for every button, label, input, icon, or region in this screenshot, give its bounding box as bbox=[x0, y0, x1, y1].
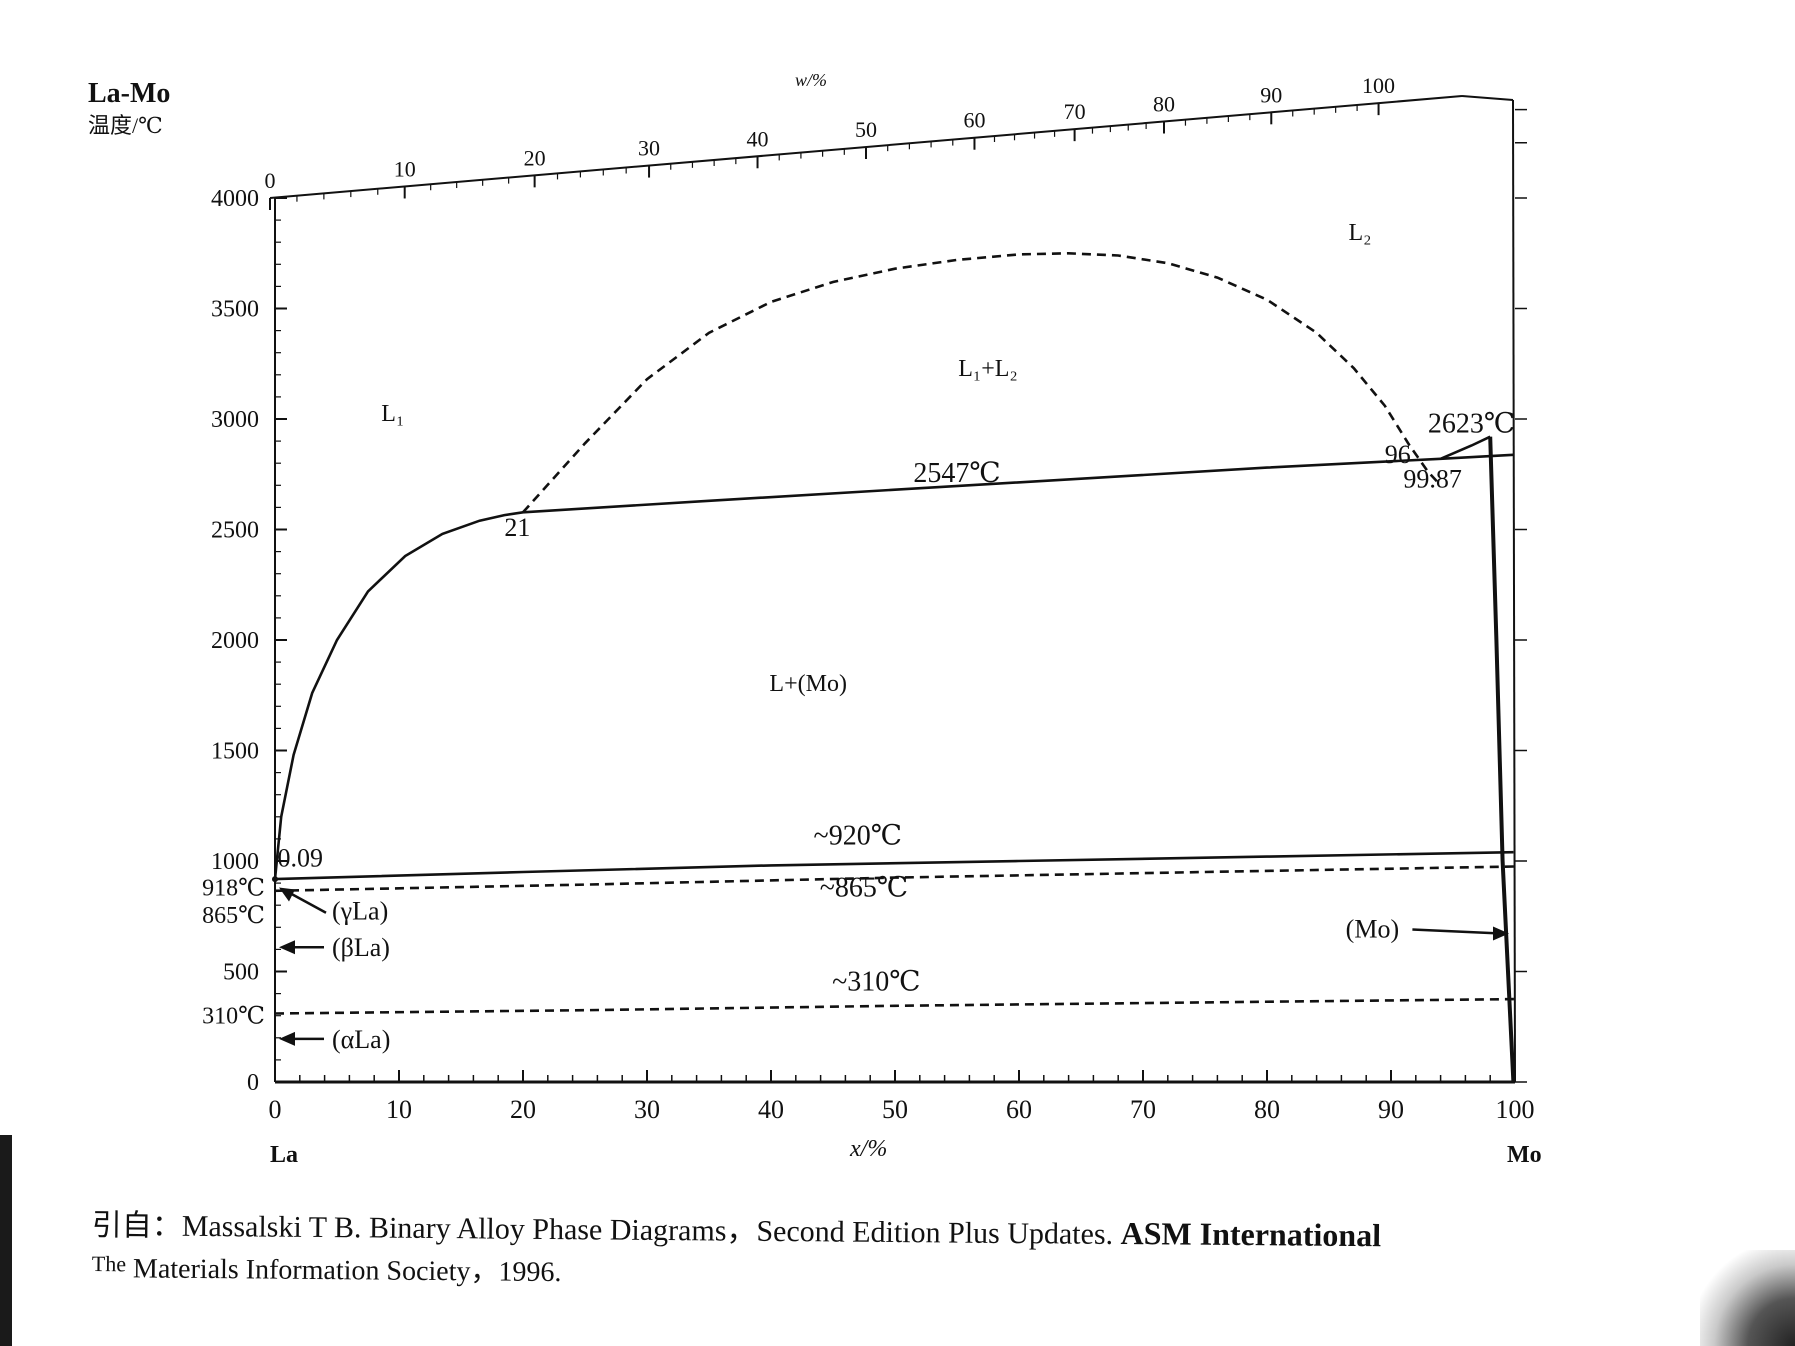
phase-arrow-line bbox=[286, 890, 327, 914]
left-axis-temp-label: 310℃ bbox=[202, 1004, 265, 1030]
y-axis-label: 温度/℃ bbox=[88, 113, 163, 138]
right-element-label: Mo bbox=[1507, 1142, 1542, 1168]
y-tick-label: 2500 bbox=[211, 518, 259, 544]
top-tick-label: 40 bbox=[747, 126, 769, 151]
top-tick-label: 10 bbox=[394, 156, 416, 181]
phase-arrow-label: (Mo) bbox=[1346, 915, 1399, 944]
phase-region-label: L+(Mo) bbox=[769, 671, 847, 697]
y-tick-label: 0 bbox=[247, 1070, 259, 1096]
temperature-label: ~310℃ bbox=[832, 966, 920, 997]
labels-layer: L₁ L₁+L₂ L₂ L+(Mo) 2547℃ ~920℃ ~865℃ ~310℃ 2623℃… bbox=[202, 220, 1515, 1054]
source-line2-text: Materials Information Society，1996. bbox=[125, 1253, 562, 1289]
curve-liquidus-left bbox=[273, 511, 524, 880]
curves-layer bbox=[273, 251, 1516, 1083]
y-tick-label: 3500 bbox=[211, 297, 259, 323]
composition-label: 96 bbox=[1385, 440, 1411, 469]
x-tick-label: 50 bbox=[882, 1095, 908, 1124]
source-citation-line2: The Materials Information Society，1996. bbox=[92, 1246, 562, 1290]
top-tick-label: 100 bbox=[1362, 73, 1395, 98]
left-axis-temp-label: 865℃ bbox=[202, 903, 265, 929]
top-tick-label: 30 bbox=[638, 136, 660, 161]
y-tick-label: 4000 bbox=[211, 186, 259, 212]
page-edge-shadow bbox=[0, 1135, 12, 1346]
source-citation-text: 引自：Massalski T B. Binary Alloy Phase Dia… bbox=[91, 1208, 1114, 1251]
curve-miscibility-gap bbox=[522, 251, 1442, 514]
curve-transition-310 bbox=[274, 997, 1516, 1015]
x-tick-label: 60 bbox=[1006, 1095, 1032, 1124]
top-tick-label: 0 bbox=[265, 168, 276, 193]
phase-arrow-head bbox=[1493, 926, 1509, 941]
phase-region-label: L₂ bbox=[1348, 220, 1371, 246]
top-axis-label: w/% bbox=[795, 70, 828, 90]
x-tick-label: 40 bbox=[758, 1095, 784, 1124]
corner-smudge bbox=[1700, 1250, 1795, 1346]
curve-monotectic-2547 bbox=[522, 453, 1514, 514]
y-tick-label: 500 bbox=[223, 960, 259, 986]
left-element-label: La bbox=[270, 1142, 299, 1168]
phase-arrow-head bbox=[279, 940, 295, 955]
top-tick-label: 70 bbox=[1064, 99, 1086, 124]
x-axis-label: x/% bbox=[850, 1136, 888, 1162]
top-axis-connector bbox=[1461, 95, 1514, 101]
top-tick-label: 60 bbox=[963, 108, 985, 133]
phase-arrow-line bbox=[1412, 928, 1502, 935]
x-tick-label: 10 bbox=[386, 1095, 412, 1124]
temperature-label: ~865℃ bbox=[820, 872, 908, 903]
phase-region-label: L₁ bbox=[381, 401, 404, 427]
y-tick-label: 3000 bbox=[211, 407, 259, 433]
diagram-title: La-Mo bbox=[88, 78, 171, 109]
curve-transition-865 bbox=[274, 865, 1514, 893]
phase-arrow-head bbox=[279, 887, 295, 902]
y-tick-label: 2000 bbox=[211, 628, 259, 654]
phase-arrow-label: (γLa) bbox=[332, 897, 388, 926]
top-tick-label: 90 bbox=[1260, 82, 1282, 107]
composition-label: 21 bbox=[504, 513, 530, 542]
top-tick-label: 50 bbox=[855, 117, 877, 142]
x-tick-label: 30 bbox=[634, 1095, 660, 1124]
temperature-label: ~920℃ bbox=[814, 820, 902, 851]
temperature-label: 2623℃ bbox=[1428, 408, 1515, 439]
left-axis-temp-label: 918℃ bbox=[202, 876, 265, 902]
phase-arrow-head bbox=[279, 1031, 295, 1046]
curve-mo-solvus bbox=[1488, 436, 1516, 1083]
axes-layer bbox=[269, 95, 1516, 1084]
invariant-point-marker bbox=[272, 876, 278, 883]
x-tick-label: 100 bbox=[1496, 1095, 1535, 1124]
top-tick-label: 80 bbox=[1153, 92, 1175, 117]
source-publisher: ASM International bbox=[1120, 1214, 1382, 1254]
phase-arrow-label: (αLa) bbox=[332, 1025, 390, 1054]
composition-label: 99.87 bbox=[1403, 465, 1462, 494]
x-tick-label: 80 bbox=[1254, 1095, 1280, 1124]
phase-arrow-label: (βLa) bbox=[332, 933, 390, 962]
right-axis-line bbox=[1512, 99, 1516, 1083]
composition-label: 0.09 bbox=[277, 844, 323, 873]
y-tick-label: 1000 bbox=[211, 849, 259, 875]
x-tick-label: 0 bbox=[269, 1095, 282, 1124]
curve-eutectic-920 bbox=[274, 850, 1514, 881]
y-tick-label: 1500 bbox=[211, 739, 259, 765]
source-line2-first-word: The bbox=[91, 1250, 127, 1277]
curve-liquidus-right bbox=[1440, 435, 1491, 460]
ticks-layer: 0 10 20 30 40 50 60 70 80 90 100050010001500200025… bbox=[211, 73, 1535, 1124]
top-tick-label: 20 bbox=[524, 145, 546, 170]
temperature-label: 2547℃ bbox=[913, 458, 1000, 489]
x-tick-label: 70 bbox=[1130, 1095, 1156, 1124]
x-tick-label: 20 bbox=[510, 1095, 536, 1124]
phase-region-label: L₁+L₂ bbox=[958, 356, 1018, 382]
x-tick-label: 90 bbox=[1378, 1095, 1404, 1124]
